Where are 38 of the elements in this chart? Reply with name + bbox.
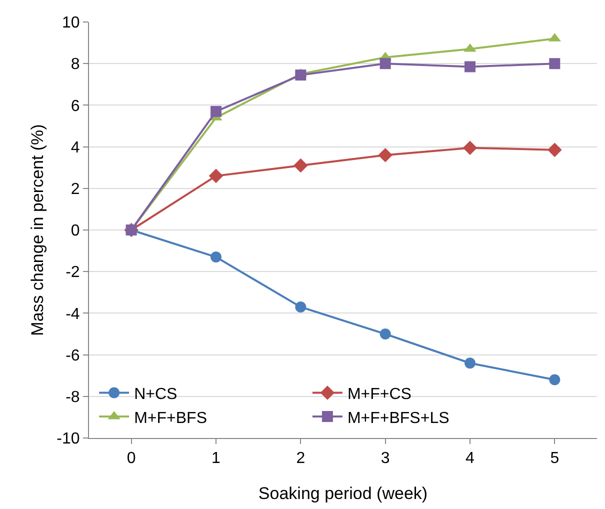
x-tick-label: 4 [466,450,475,468]
point [548,142,562,158]
y-tick-label: -6 [66,347,80,364]
point [210,252,222,263]
point [295,70,306,81]
y-tick-label: 0 [70,222,80,240]
point [464,358,476,369]
point [208,168,224,184]
legend-label: M+F+BFS+LS [347,410,450,427]
x-axis-title: Soaking period (week) [258,484,428,503]
y-tick-label: -8 [66,389,80,406]
y-tick-label: -10 [56,430,80,448]
point [549,58,560,70]
y-tick-label: 4 [70,139,80,156]
point [549,374,560,386]
point [380,58,391,70]
point [210,106,222,117]
x-tick-label: 2 [296,450,306,468]
x-tick-label: 5 [550,450,560,468]
legend-label: M+F+CS [347,386,412,403]
y-axis-title: Mass change in percent (%) [28,124,48,336]
point [378,148,392,162]
y-tick-label: -4 [66,306,80,323]
point [294,158,308,173]
x-tick-label: 3 [380,450,390,468]
y-tick-label: -2 [66,264,80,282]
y-tick-label: 2 [70,181,80,198]
x-tick-label: 1 [212,450,221,468]
y-tick-label: 6 [70,98,80,115]
y-tick-label: 8 [70,56,80,74]
legend-label: N+CS [134,386,178,403]
point [462,140,478,155]
point [464,61,476,72]
legend-label: M+F+BFS [134,410,207,427]
point [380,328,391,340]
y-tick-label: 10 [62,14,80,32]
point [295,301,306,312]
x-tick-label: 0 [126,450,136,468]
